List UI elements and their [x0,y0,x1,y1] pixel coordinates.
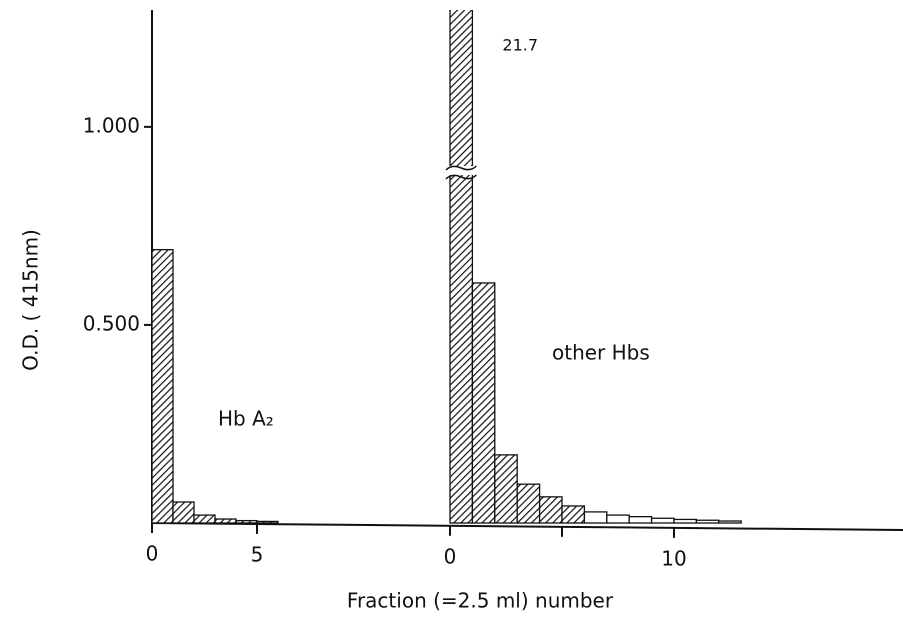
bar [606,514,630,524]
y-tick-label: 1.000 [83,113,140,137]
axis-break [445,165,477,171]
bar [235,519,258,524]
value-label: 21.7 [502,36,538,55]
bar [695,519,720,524]
bar [718,520,742,524]
bars [151,10,742,524]
x-tick-label: 10 [661,546,686,570]
axis-break [445,174,477,180]
bar [516,483,541,524]
bar [650,517,675,524]
bar [583,511,608,524]
bar [628,516,653,524]
bar [172,501,195,524]
bar [538,496,563,524]
bar [151,249,174,524]
bar [193,514,216,524]
annotation: Hb A₂ [218,407,274,431]
x-axis [151,522,903,531]
x-tick-label: 0 [444,544,457,568]
axis-break [447,166,476,175]
bar [561,505,586,524]
x-axis-label: Fraction (=2.5 ml) number [347,589,614,613]
bar [256,520,279,524]
x-tick-label: 0 [146,542,159,566]
x-tick-label: 5 [251,542,264,566]
bar [471,282,496,524]
y-axis-label: O.D. ( 415nm) [19,229,43,371]
bar [449,10,474,524]
annotation: other Hbs [552,341,650,365]
bar [494,454,518,524]
bar [673,518,698,524]
y-tick-label: 0.500 [83,311,140,335]
bar [214,518,237,524]
